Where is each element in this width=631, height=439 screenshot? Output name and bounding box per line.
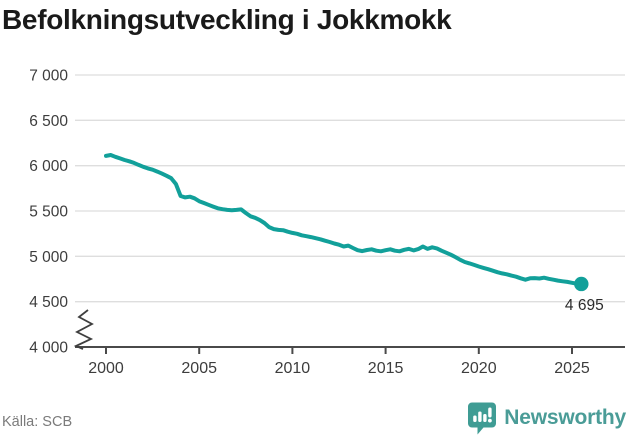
x-tick-label: 2025 (554, 360, 590, 377)
brand-name: Newsworthy (504, 406, 626, 429)
y-tick-label: 7 000 (29, 68, 68, 85)
x-tick-label: 2015 (368, 360, 404, 377)
source-note: Källa: SCB (2, 414, 73, 430)
x-tick-label: 2010 (275, 360, 311, 377)
y-tick-label: 6 500 (29, 113, 68, 130)
population-line-chart: 4 000 4 500 5 000 5 500 6 000 6 500 7 000 2000 2… (29, 68, 625, 377)
y-tick-label: 4 000 (29, 340, 68, 357)
x-tick-label: 2020 (461, 360, 497, 377)
y-tick-label: 5 500 (29, 204, 68, 221)
end-value-label: 4 695 (565, 297, 604, 314)
axis-break-icon (73, 309, 94, 350)
x-tick-label: 2005 (181, 360, 217, 377)
data-line (104, 153, 584, 286)
end-point-dot (574, 276, 589, 292)
page-title: Befolkningsutveckling i Jokkmokk (2, 4, 452, 35)
bar-chart-speech-bubble-icon (468, 402, 497, 434)
newsworthy-logo: Newsworthy (467, 401, 626, 435)
x-tick-label: 2000 (88, 360, 124, 377)
y-tick-label: 6 000 (29, 158, 68, 175)
y-tick-label: 5 000 (29, 249, 68, 266)
y-tick-label: 4 500 (29, 294, 68, 311)
